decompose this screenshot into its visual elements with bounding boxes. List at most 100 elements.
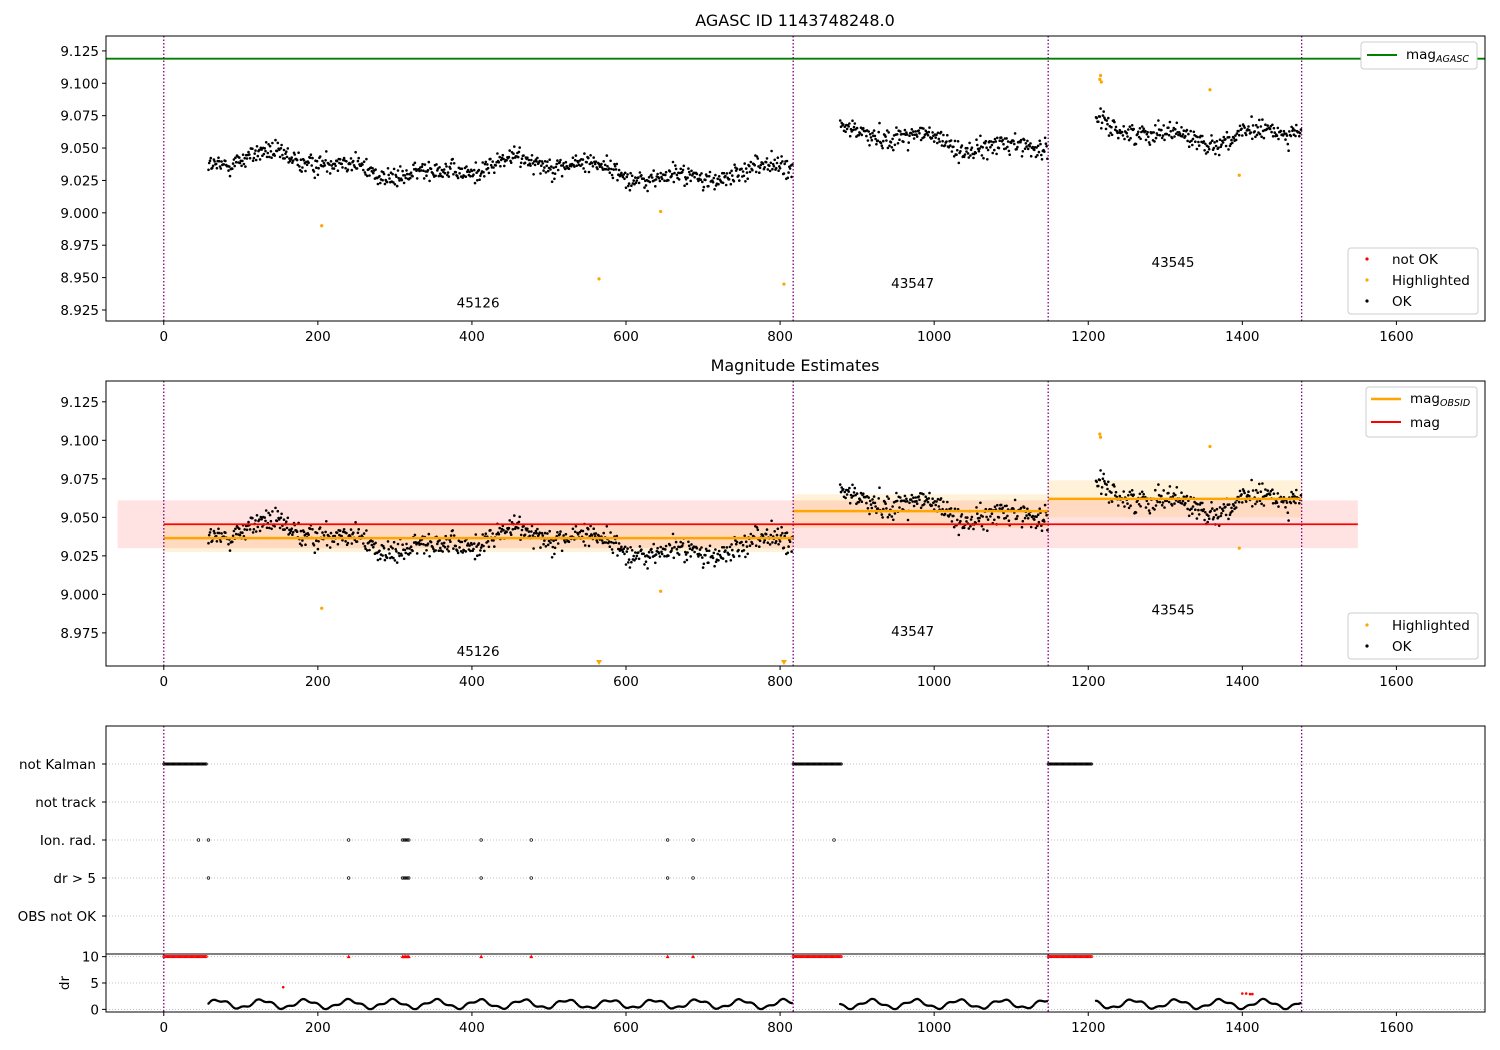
ok-point [379, 557, 382, 561]
ok-point [509, 531, 512, 534]
ok-point [788, 540, 792, 543]
ok-point [409, 176, 412, 180]
ok-point [673, 545, 676, 549]
dr-high-point [171, 955, 175, 959]
ok-point [878, 486, 881, 490]
ok-point [625, 175, 629, 179]
ok-point [768, 164, 771, 168]
ok-point [325, 170, 329, 173]
ok-point [839, 490, 843, 494]
ok-point [621, 175, 625, 179]
ok-point [860, 500, 864, 504]
ok-point [1279, 495, 1283, 499]
ok-point [984, 139, 988, 143]
ok-point [722, 171, 726, 175]
ok-point [1202, 508, 1206, 511]
ok-point [398, 179, 401, 182]
ok-point [959, 150, 962, 153]
dr-high-point [818, 955, 822, 959]
ok-point [905, 500, 909, 503]
ok-point [980, 154, 984, 157]
ok-point [785, 159, 789, 163]
dr-high-point [811, 955, 815, 959]
flag-point-not-kalman [1067, 762, 1071, 766]
ok-point [362, 532, 366, 535]
ok-point [1282, 129, 1286, 133]
ok-point [780, 525, 783, 529]
ok-point [609, 159, 612, 163]
ok-point [777, 543, 780, 546]
ok-point [843, 125, 847, 129]
flag-point-not-kalman [823, 762, 827, 766]
ok-point [909, 498, 913, 501]
ok-point [1254, 135, 1257, 139]
ok-point [1275, 134, 1279, 137]
ok-point [783, 162, 786, 166]
ok-point [432, 547, 435, 551]
ok-point [541, 534, 545, 537]
ok-point [323, 164, 327, 167]
ok-point [589, 154, 592, 157]
ok-point [627, 184, 630, 188]
ok-point [454, 544, 458, 548]
ok-point [917, 129, 921, 132]
ok-point [749, 160, 753, 164]
ok-point [268, 513, 272, 517]
dr-high-point [827, 955, 831, 959]
ok-point [1195, 147, 1199, 151]
ok-point [395, 561, 399, 564]
ok-point [960, 144, 964, 147]
ok-point [1015, 517, 1018, 520]
ok-point [452, 173, 455, 176]
ok-point [888, 144, 891, 148]
flag-point-not-kalman [189, 762, 193, 766]
ok-point [546, 160, 549, 163]
ok-point [691, 548, 694, 552]
ok-point [943, 144, 947, 147]
ok-point [458, 172, 461, 175]
ok-point [976, 512, 979, 515]
ok-point [972, 527, 975, 531]
ok-point [758, 171, 761, 174]
ok-point [755, 155, 759, 158]
ok-point [248, 528, 252, 531]
dr-high-point [193, 955, 197, 959]
ok-point [758, 539, 762, 543]
ok-point [658, 179, 662, 183]
dr-high-point [1077, 955, 1081, 959]
dr-outlier-point [1251, 992, 1254, 996]
ok-point [684, 176, 687, 179]
ok-point [570, 164, 573, 168]
flag-point-not-kalman [198, 762, 202, 766]
ok-point [405, 547, 409, 550]
ok-point [945, 140, 948, 143]
ok-point [534, 529, 538, 533]
ok-point [441, 175, 445, 179]
ok-point [956, 148, 959, 152]
ok-point [934, 136, 937, 139]
ok-point [1123, 505, 1126, 508]
flag-point-ion-rad [407, 838, 411, 842]
ok-point [1228, 513, 1232, 516]
dr-high-point [1089, 955, 1093, 959]
ok-point [328, 163, 331, 166]
ok-point [1243, 126, 1246, 129]
dr-high-point [802, 955, 806, 959]
flag-point-not-kalman [1055, 762, 1059, 766]
ok-point [728, 545, 732, 549]
dr-high-point [186, 955, 190, 959]
ok-point [501, 153, 505, 157]
ok-point [428, 179, 431, 183]
ok-point [1175, 121, 1179, 125]
ok-point [648, 556, 652, 559]
ok-point [953, 139, 957, 143]
ok-point [981, 146, 984, 149]
flag-point-dr5 [400, 876, 405, 880]
ok-point [587, 156, 590, 160]
ok-point [650, 547, 653, 551]
ok-point [600, 166, 604, 169]
ok-point [993, 505, 997, 509]
ok-point [724, 560, 728, 563]
x-tick-label: 800 [767, 1020, 793, 1036]
legend-label-ok: OK [1392, 294, 1413, 310]
